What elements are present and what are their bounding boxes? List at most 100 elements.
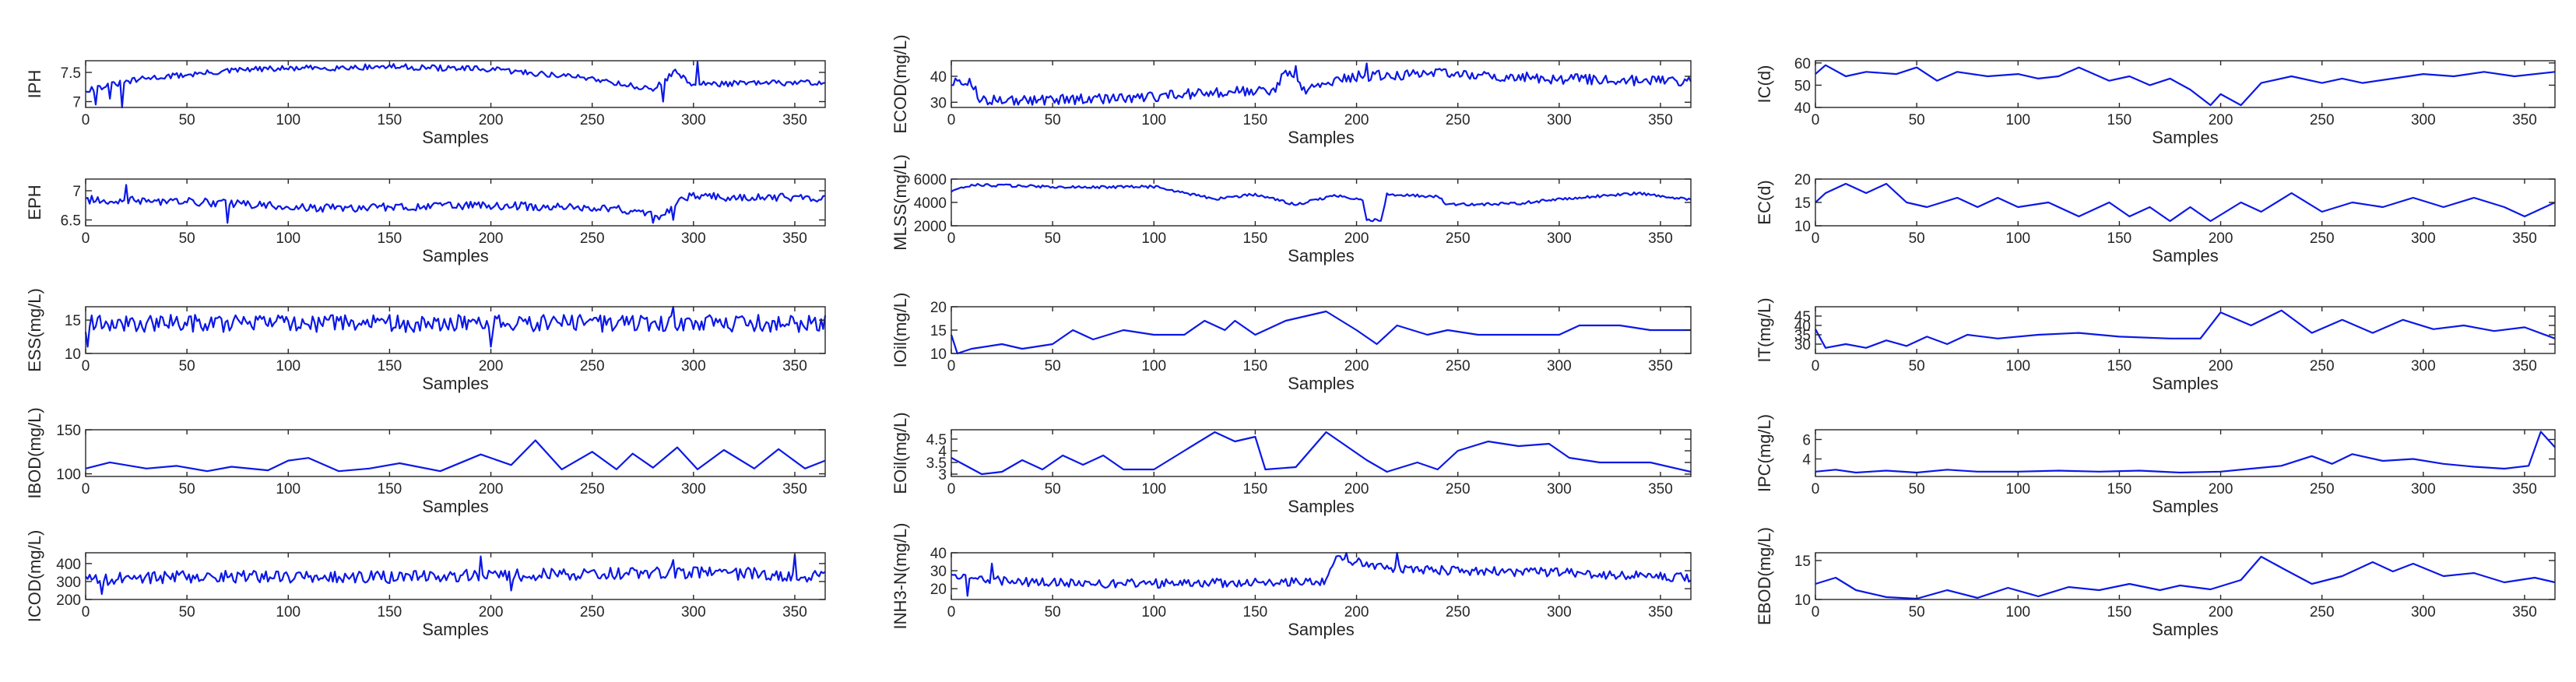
x-tick-label-p7-300: 300 <box>1547 230 1572 247</box>
x-tick-label-p6-50: 50 <box>1045 112 1061 128</box>
y-tick-label-p4-1: 150 <box>56 423 81 439</box>
x-tick-label-p2-0: 0 <box>82 230 90 247</box>
axes-box-p11 <box>1815 60 2556 108</box>
y-tick-label-p12-2: 20 <box>1794 172 1811 188</box>
x-tick-label-p6-100: 100 <box>1141 112 1166 128</box>
series-line-p14 <box>1815 431 2556 474</box>
x-tick-label-p15-250: 250 <box>2310 604 2335 620</box>
x-tick-label-p14-50: 50 <box>1909 481 1925 497</box>
x-tick-label-p12-150: 150 <box>2107 230 2132 247</box>
x-axis-label-p14: Samples <box>2152 497 2219 516</box>
x-tick-label-p2-350: 350 <box>782 230 807 247</box>
x-tick-label-p12-50: 50 <box>1909 230 1925 247</box>
y-tick-label-p3-0: 10 <box>65 346 81 363</box>
x-tick-label-p4-350: 350 <box>782 481 807 497</box>
y-tick-label-p8-1: 15 <box>930 323 947 339</box>
y-tick-label-p10-2: 40 <box>930 546 947 562</box>
axes-box-p4 <box>85 429 826 477</box>
x-tick-label-p4-50: 50 <box>179 481 195 497</box>
x-tick-label-p5-250: 250 <box>580 604 605 620</box>
x-tick-label-p14-200: 200 <box>2209 481 2233 497</box>
x-tick-label-p12-0: 0 <box>1812 230 1820 247</box>
x-tick-label-p12-200: 200 <box>2209 230 2233 247</box>
x-tick-label-p10-200: 200 <box>1344 604 1369 620</box>
y-tick-label-p5-2: 400 <box>56 557 81 573</box>
subplot-p6: 0 50 100 150 200 250 300 350 30 40 Samples ECOD(mg/… <box>891 34 1692 147</box>
x-tick-label-p13-200: 200 <box>2209 358 2233 374</box>
subplot-p15: 0 50 100 150 200 250 300 350 10 15 Samples EBOD(mg/… <box>1755 527 2556 639</box>
series-line-p5 <box>85 554 826 596</box>
x-axis-label-p10: Samples <box>1288 620 1355 639</box>
y-tick-label-p3-1: 15 <box>65 313 81 329</box>
y-axis-label-p1: IPH <box>25 70 44 99</box>
x-tick-label-p10-0: 0 <box>947 604 956 620</box>
x-tick-label-p7-100: 100 <box>1141 230 1166 247</box>
x-tick-label-p2-100: 100 <box>276 230 300 247</box>
subplot-p3: 0 50 100 150 200 250 300 350 10 15 Samples ESS(mg/L… <box>25 288 827 393</box>
series-line-p15 <box>1815 555 2556 600</box>
y-axis-label-p15: EBOD(mg/L) <box>1755 527 1774 625</box>
subplot-p2: 0 50 100 150 200 250 300 350 6.5 7 Samples EPH <box>25 178 826 265</box>
x-tick-label-p15-350: 350 <box>2512 604 2537 620</box>
x-tick-label-p3-300: 300 <box>681 358 706 374</box>
y-tick-label-p12-1: 15 <box>1794 195 1811 212</box>
y-tick-label-p13-1: 35 <box>1794 328 1811 344</box>
x-tick-label-p6-150: 150 <box>1243 112 1268 128</box>
series-line-p7 <box>951 183 1692 223</box>
x-tick-label-p9-300: 300 <box>1547 481 1572 497</box>
x-tick-label-p9-50: 50 <box>1045 481 1061 497</box>
x-tick-label-p3-150: 150 <box>378 358 402 374</box>
x-axis-label-p12: Samples <box>2152 246 2219 265</box>
subplot-p1: 0 50 100 150 200 250 300 350 7 7.5 Samples IPH <box>25 60 826 147</box>
y-tick-label-p7-1: 4000 <box>914 195 947 212</box>
y-tick-label-p9-3: 4.5 <box>926 432 947 448</box>
x-tick-label-p7-200: 200 <box>1344 230 1369 247</box>
y-tick-label-p7-0: 2000 <box>914 219 947 235</box>
x-tick-label-p5-150: 150 <box>378 604 402 620</box>
x-axis-label-p2: Samples <box>422 246 489 265</box>
x-tick-label-p10-150: 150 <box>1243 604 1268 620</box>
x-tick-label-p4-0: 0 <box>82 481 90 497</box>
x-tick-label-p6-300: 300 <box>1547 112 1572 128</box>
x-tick-label-p15-200: 200 <box>2209 604 2233 620</box>
x-tick-label-p9-100: 100 <box>1141 481 1166 497</box>
x-tick-label-p1-350: 350 <box>782 112 807 128</box>
x-tick-label-p7-150: 150 <box>1243 230 1268 247</box>
x-tick-label-p1-200: 200 <box>479 112 504 128</box>
axes-box-p5 <box>85 552 826 600</box>
x-tick-label-p11-350: 350 <box>2512 112 2537 128</box>
y-tick-label-p1-1: 7.5 <box>61 65 81 82</box>
x-axis-label-p9: Samples <box>1288 497 1355 516</box>
x-tick-label-p10-300: 300 <box>1547 604 1572 620</box>
x-tick-label-p4-200: 200 <box>479 481 504 497</box>
x-tick-label-p14-150: 150 <box>2107 481 2132 497</box>
series-line-p4 <box>85 439 826 473</box>
x-tick-label-p5-200: 200 <box>479 604 504 620</box>
x-tick-label-p10-100: 100 <box>1141 604 1166 620</box>
axes-box-p3 <box>85 306 826 354</box>
y-tick-label-p10-0: 20 <box>930 582 947 598</box>
series-line-p11 <box>1815 64 2556 107</box>
x-tick-label-p11-250: 250 <box>2310 112 2335 128</box>
x-tick-label-p8-0: 0 <box>947 358 956 374</box>
y-axis-label-p12: EC(d) <box>1755 180 1774 224</box>
x-tick-label-p1-150: 150 <box>378 112 402 128</box>
x-tick-label-p13-250: 250 <box>2310 358 2335 374</box>
y-tick-label-p11-0: 40 <box>1794 100 1811 117</box>
x-tick-label-p7-250: 250 <box>1446 230 1471 247</box>
x-axis-label-p7: Samples <box>1288 246 1355 265</box>
axes-box-p14 <box>1815 429 2556 477</box>
x-tick-label-p14-100: 100 <box>2005 481 2030 497</box>
x-tick-label-p9-150: 150 <box>1243 481 1268 497</box>
x-axis-label-p5: Samples <box>422 620 489 639</box>
x-tick-label-p7-50: 50 <box>1045 230 1061 247</box>
y-tick-label-p9-2: 4 <box>938 444 947 460</box>
y-tick-label-p5-0: 200 <box>56 592 81 609</box>
series-line-p9 <box>951 431 1692 476</box>
y-axis-label-p2: EPH <box>25 185 44 220</box>
x-tick-label-p14-0: 0 <box>1812 481 1820 497</box>
x-tick-label-p15-100: 100 <box>2005 604 2030 620</box>
x-tick-label-p5-300: 300 <box>681 604 706 620</box>
x-tick-label-p7-350: 350 <box>1648 230 1673 247</box>
